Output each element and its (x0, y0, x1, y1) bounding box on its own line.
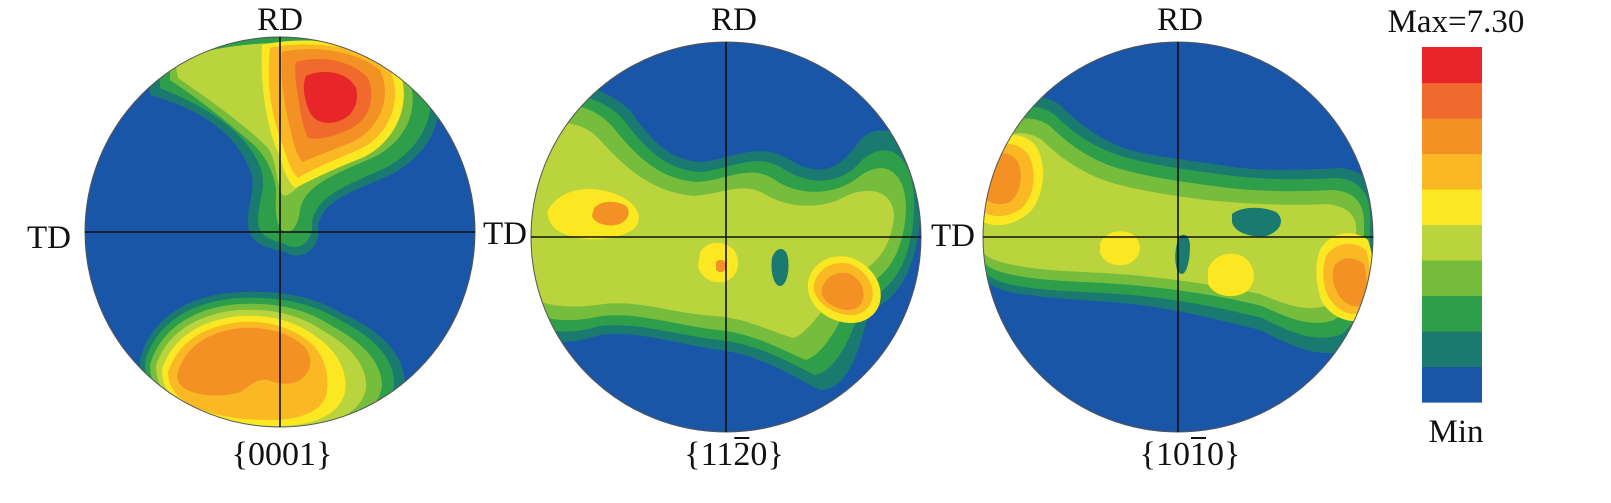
pf1120-td-label: TD (483, 216, 527, 252)
colorbar: Max=7.30 Min (1388, 4, 1525, 450)
pf1010-contours (983, 96, 1373, 354)
plane-char: 0 (750, 436, 767, 473)
colorbar-min-label: Min (1428, 414, 1483, 450)
pf1010-rd-label: RD (1157, 2, 1203, 38)
pf1010-lvl-teal-spot2 (1232, 207, 1281, 237)
pf1120-lvl-orange-b (716, 259, 726, 273)
pf1010-plane-label: {1010} (1140, 436, 1241, 473)
plane-char: } (316, 436, 332, 473)
colorbar-band-2 (1422, 295, 1482, 332)
pf1120-lvl-orange (592, 201, 629, 226)
plane-label-text-p0001: {0001} (232, 436, 333, 473)
pf0001-plane-label: {0001} (232, 436, 333, 473)
pf1010-lvl-orange-d (1332, 258, 1367, 307)
plane-char: 1 (716, 436, 733, 473)
colorbar-band-0 (1422, 366, 1482, 403)
colorbar-max-label: Max=7.30 (1388, 4, 1525, 40)
colorbar-band-3 (1422, 260, 1482, 297)
plane-char: 0 (1207, 436, 1224, 473)
pole-figure-1010: RD TD {1010} (931, 2, 1374, 473)
plane-char: 1 (1156, 436, 1173, 473)
plane-char: 1 (701, 436, 717, 473)
pole-figure-1120: RD TD {1120} (483, 2, 922, 473)
colorbar-band-4 (1422, 224, 1482, 261)
plane-label-text-p1120: {1120} (684, 436, 783, 473)
plane-label-text-p1010: {1010} (1140, 436, 1241, 473)
plane-char: } (767, 436, 783, 473)
colorbar-bands (1422, 47, 1482, 403)
pf0001-contours (140, 37, 440, 427)
plane-char: 0 (248, 436, 265, 473)
pf1120-rd-label: RD (711, 2, 757, 38)
plane-char: } (1224, 436, 1240, 473)
plane-char-overbar: 2 (733, 436, 750, 473)
pf0001-lvl-red (303, 72, 358, 123)
plane-char-overbar: 1 (1190, 436, 1207, 473)
pf1010-lvl-yellow-c (1208, 253, 1254, 297)
pole-figure-0001: RD TD {0001} (27, 2, 476, 473)
colorbar-band-9 (1422, 47, 1482, 84)
pf1120-plane-label: {1120} (684, 436, 783, 473)
pf1120-lvl-teal-spot (771, 249, 789, 286)
plane-char: { (232, 436, 248, 473)
pf0001-td-label: TD (27, 220, 71, 256)
colorbar-band-7 (1422, 118, 1482, 155)
colorbar-band-5 (1422, 189, 1482, 226)
pf1120-lvl-orange-c (821, 272, 864, 310)
pf1010-lvl-teal-spot (1175, 234, 1190, 274)
plane-char: 0 (1173, 436, 1190, 473)
plane-char: 1 (299, 436, 316, 473)
colorbar-band-6 (1422, 153, 1482, 190)
pf1010-lvl-yellow-b (1100, 231, 1140, 266)
pf1010-lvl-yellowgreen (983, 133, 1357, 309)
pf1010-td-label: TD (931, 218, 975, 254)
pf1120-lvl-yellowgreen (531, 123, 894, 338)
plane-char: { (1140, 436, 1156, 473)
pf0001-rd-label: RD (257, 2, 303, 38)
plane-char: 0 (282, 436, 299, 473)
plane-char: { (684, 436, 700, 473)
pf0001-lvl-orange-low (177, 327, 311, 396)
plane-char: 0 (265, 436, 282, 473)
colorbar-band-8 (1422, 82, 1482, 119)
colorbar-band-1 (1422, 331, 1482, 368)
